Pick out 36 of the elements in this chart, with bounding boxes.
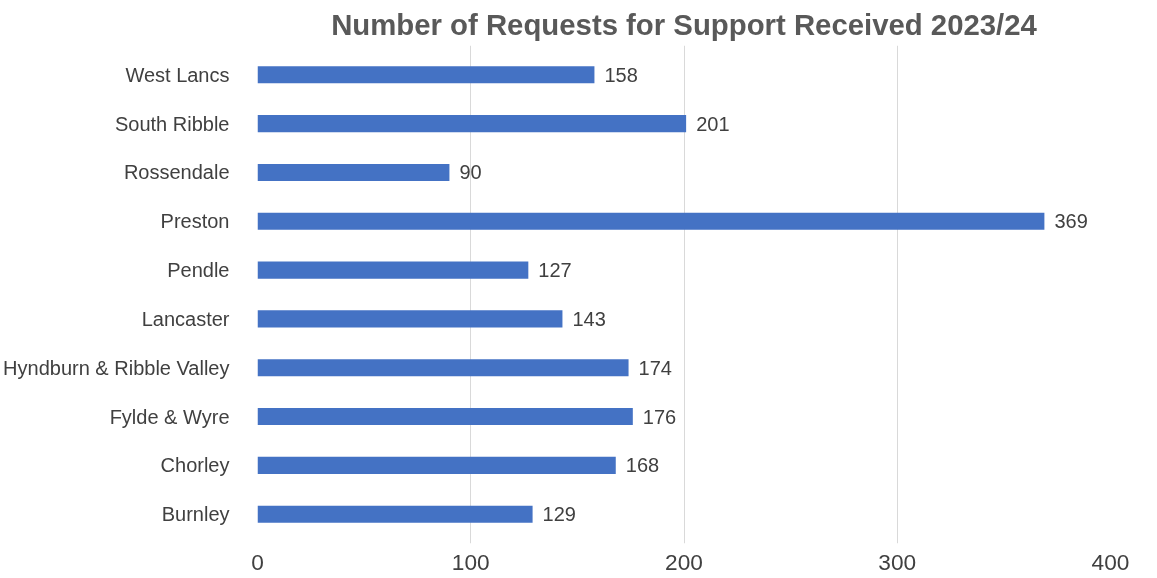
bar xyxy=(257,456,616,474)
bar xyxy=(257,212,1045,230)
y-tick-label: Lancaster xyxy=(141,307,230,330)
x-tick-label: 400 xyxy=(1091,548,1130,575)
data-label: 143 xyxy=(572,307,606,330)
data-label: 369 xyxy=(1054,210,1088,233)
y-tick-label: Preston xyxy=(160,210,230,233)
y-tick-label: Burnley xyxy=(161,503,230,526)
y-tick-label: West Lancs xyxy=(125,63,230,86)
y-tick-label: Fylde & Wyre xyxy=(109,405,230,428)
data-label: 129 xyxy=(542,503,576,526)
bar xyxy=(257,505,533,523)
bar xyxy=(257,66,595,84)
y-tick-label: Chorley xyxy=(160,454,230,477)
x-tick-label: 200 xyxy=(665,548,703,575)
data-label: 158 xyxy=(604,63,638,86)
data-label: 176 xyxy=(642,405,677,428)
data-label: 201 xyxy=(696,112,730,135)
x-tick-label: 0 xyxy=(251,548,264,575)
bar xyxy=(257,359,629,377)
data-label: 174 xyxy=(638,356,672,379)
data-label: 168 xyxy=(625,454,660,477)
bar xyxy=(257,115,687,133)
data-label: 90 xyxy=(459,161,482,184)
y-tick-label: Hyndburn & Ribble Valley xyxy=(3,356,230,379)
x-tick-label: 300 xyxy=(878,548,917,575)
y-tick-label: Pendle xyxy=(167,259,230,282)
x-tick-label: 100 xyxy=(451,548,490,575)
bar xyxy=(257,261,529,279)
y-tick-label: Rossendale xyxy=(123,161,230,184)
data-label: 127 xyxy=(538,259,572,282)
bar xyxy=(257,408,633,426)
chart-title: Number of Requests for Support Received 2023/24 xyxy=(331,7,1038,41)
y-tick-label: South Ribble xyxy=(114,112,230,135)
bar xyxy=(257,310,563,328)
bar xyxy=(257,163,450,181)
